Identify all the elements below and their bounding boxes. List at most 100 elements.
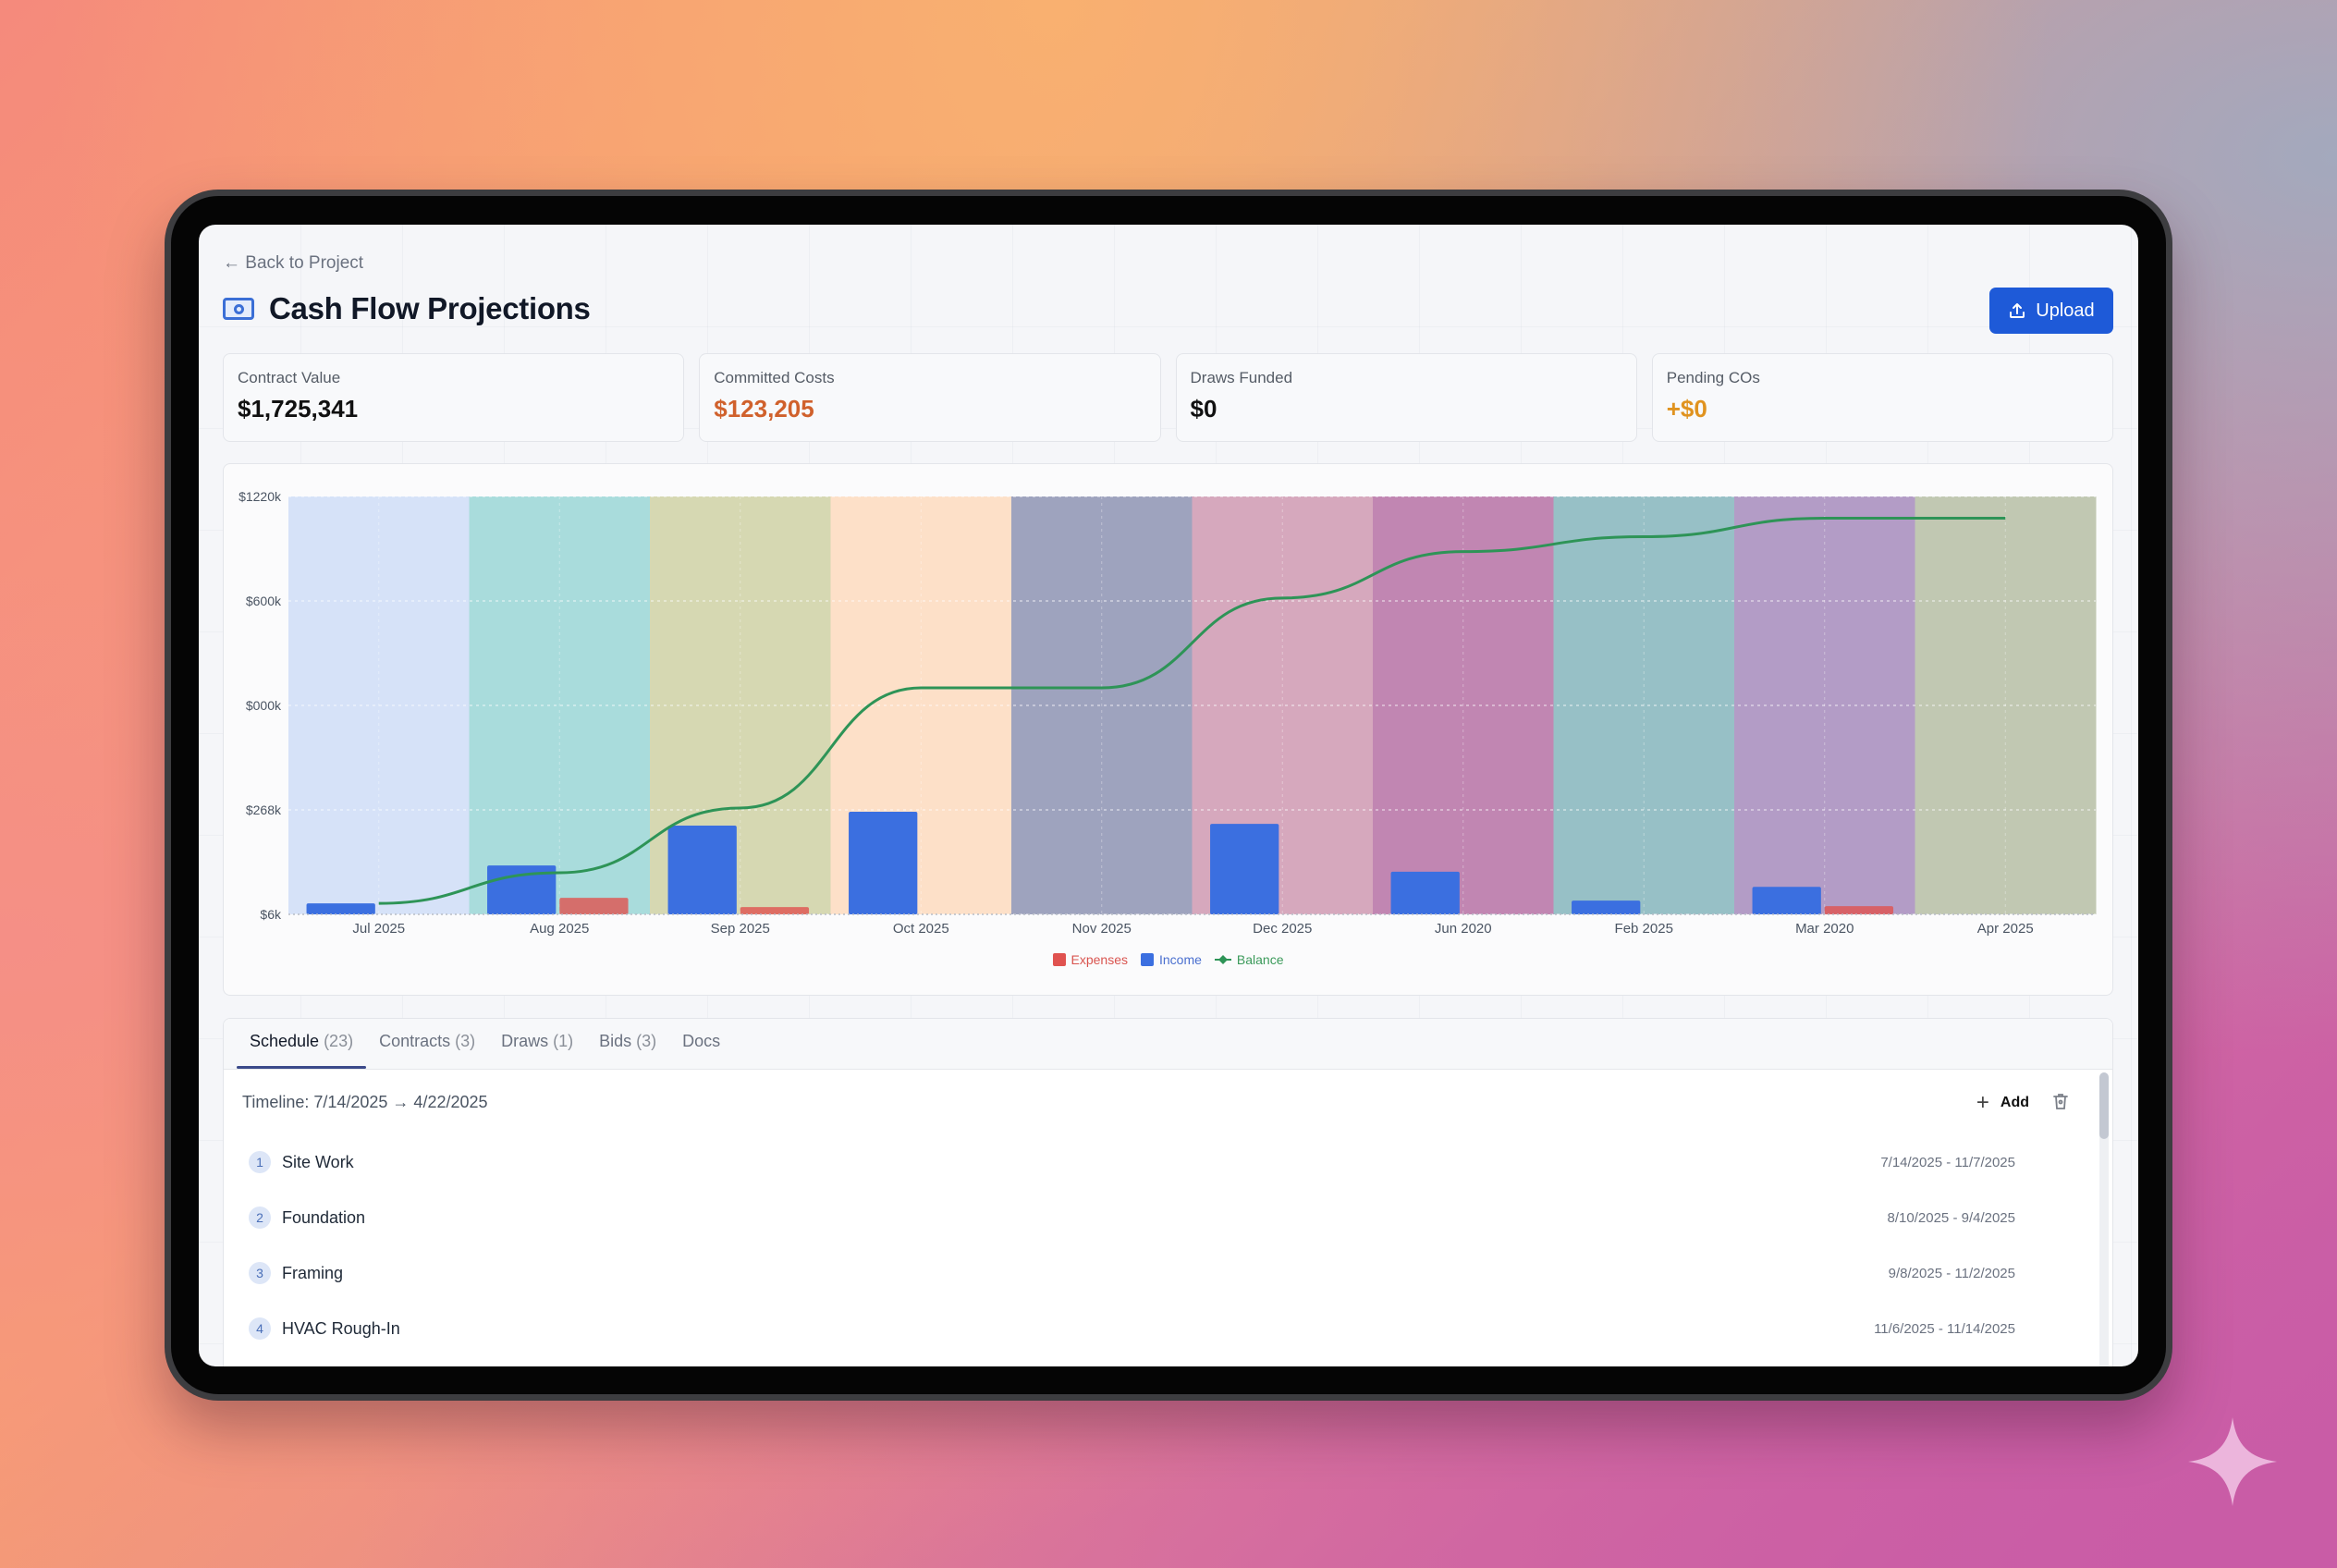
x-tick-label: Dec 2025 — [1253, 921, 1312, 937]
stat-label: Draws Funded — [1190, 369, 1293, 386]
timeline-range: Timeline: 7/14/2025 → 4/22/2025 — [242, 1092, 488, 1111]
schedule-scrollbar[interactable] — [2099, 1072, 2109, 1366]
tab-docs[interactable]: Docs — [669, 1019, 733, 1069]
legend-item-income[interactable]: Income — [1140, 952, 1202, 967]
banknote-icon — [223, 298, 254, 320]
stat-contract-value: Contract Value $1,725,341 — [223, 353, 685, 442]
chart-canvas: $6k $268k $000k $600k $1220k Jul 2025 Aug 2025… — [239, 489, 2097, 937]
add-label: Add — [2000, 1095, 2029, 1110]
schedule-row[interactable]: 3 Framing 9/8/2025 - 11/2/2025 — [224, 1245, 2112, 1301]
legend-label: Expenses — [1071, 952, 1128, 967]
tab-label: Schedule — [250, 1032, 320, 1050]
stat-draws-funded: Draws Funded $0 — [1175, 353, 1637, 442]
income-swatch-icon — [1140, 953, 1154, 966]
trash-icon — [2053, 1094, 2068, 1109]
tab-count: (23) — [319, 1032, 354, 1050]
income-bar[interactable] — [1210, 824, 1279, 914]
income-bar[interactable] — [667, 825, 737, 914]
tab-bids[interactable]: Bids (3) — [586, 1019, 669, 1069]
stat-label: Contract Value — [238, 369, 341, 386]
stat-value: $1,725,341 — [238, 395, 359, 423]
expense-bar[interactable] — [1824, 906, 1894, 914]
stat-pending-cos: Pending COs +$0 — [1651, 353, 2113, 442]
tab-count: (3) — [631, 1032, 657, 1050]
task-name: Foundation — [282, 1207, 366, 1227]
schedule-row[interactable]: 1 Site Work 7/14/2025 - 11/7/2025 — [224, 1134, 2112, 1190]
tab-contracts[interactable]: Contracts (3) — [366, 1019, 488, 1069]
add-task-button[interactable]: + Add — [1976, 1090, 2029, 1116]
row-number-badge: 4 — [249, 1317, 271, 1340]
income-bar[interactable] — [1752, 887, 1821, 914]
back-to-project-link[interactable]: ← Back to Project — [223, 253, 363, 274]
app-screen: ← Back to Project Cash Flow Projections … — [199, 225, 2138, 1366]
y-tick-label: $000k — [246, 698, 282, 713]
legend-label: Income — [1158, 952, 1202, 967]
x-tick-label: Feb 2025 — [1615, 921, 1673, 937]
task-name: Framing — [282, 1263, 344, 1282]
stat-label: Committed Costs — [714, 369, 835, 386]
task-dates: 9/8/2025 - 11/2/2025 — [1888, 1265, 2015, 1281]
tab-bar: Schedule (23) Contracts (3) Draws (1) Bids … — [224, 1019, 2112, 1070]
x-tick-label: Jun 2020 — [1435, 921, 1492, 937]
expense-bar[interactable] — [740, 907, 810, 914]
stat-committed-costs: Committed Costs $123,205 — [699, 353, 1161, 442]
y-tick-label: $6k — [260, 907, 282, 922]
sparkle-icon — [2188, 1417, 2277, 1506]
tab-label: Docs — [682, 1032, 721, 1050]
tab-count: (3) — [450, 1032, 476, 1050]
tab-draws[interactable]: Draws (1) — [488, 1019, 586, 1069]
cash-flow-chart: $6k $268k $000k $600k $1220k Jul 2025 Aug 2025… — [223, 463, 2113, 996]
stat-value: $0 — [1190, 395, 1217, 423]
upload-icon — [2010, 303, 2025, 318]
tab-count: (1) — [548, 1032, 574, 1050]
income-bar[interactable] — [1572, 900, 1641, 914]
upload-label: Upload — [2036, 300, 2095, 321]
x-tick-label: Sep 2025 — [711, 921, 770, 937]
x-tick-label: Jul 2025 — [352, 921, 405, 937]
task-dates: 8/10/2025 - 9/4/2025 — [1887, 1209, 2015, 1226]
timeline-row: Timeline: 7/14/2025 → 4/22/2025 + Add — [224, 1070, 2112, 1134]
y-tick-label: $600k — [246, 594, 282, 608]
plus-icon: + — [1976, 1090, 1989, 1115]
income-bar[interactable] — [306, 903, 375, 914]
stat-value: +$0 — [1666, 395, 1707, 423]
expense-bar[interactable] — [559, 898, 629, 914]
x-tick-label: Nov 2025 — [1072, 921, 1132, 937]
task-dates: 7/14/2025 - 11/7/2025 — [1880, 1154, 2015, 1170]
stat-value: $123,205 — [714, 395, 814, 423]
page-title: Cash Flow Projections — [269, 291, 591, 325]
scrollbar-thumb[interactable] — [2099, 1072, 2109, 1139]
expenses-swatch-icon — [1052, 953, 1066, 966]
tab-label: Bids — [599, 1032, 632, 1050]
task-dates: 11/6/2025 - 11/14/2025 — [1874, 1320, 2015, 1337]
row-number-badge: 3 — [249, 1262, 271, 1284]
balance-line[interactable] — [378, 516, 2006, 905]
delete-button[interactable] — [2052, 1092, 2069, 1115]
task-name: Site Work — [282, 1152, 354, 1171]
task-name: HVAC Rough-In — [282, 1318, 400, 1338]
x-tick-label: Aug 2025 — [530, 921, 589, 937]
income-bar[interactable] — [1390, 871, 1460, 914]
balance-swatch-icon — [1214, 955, 1231, 964]
legend-label: Balance — [1236, 952, 1284, 967]
tab-label: Contracts — [379, 1032, 451, 1050]
row-number-badge: 2 — [249, 1207, 271, 1229]
schedule-row[interactable]: 4 HVAC Rough-In 11/6/2025 - 11/14/2025 — [224, 1301, 2112, 1356]
page-header: Cash Flow Projections — [223, 291, 591, 326]
legend-item-balance[interactable]: Balance — [1214, 952, 1284, 967]
stat-label: Pending COs — [1666, 369, 1760, 386]
legend-item-expenses[interactable]: Expenses — [1052, 952, 1128, 967]
stats-row: Contract Value $1,725,341 Committed Cost… — [223, 353, 2113, 442]
back-link-label: ← Back to Project — [223, 253, 364, 273]
tab-schedule[interactable]: Schedule (23) — [237, 1019, 367, 1069]
x-tick-label: Oct 2025 — [893, 921, 949, 937]
schedule-list: 1 Site Work 7/14/2025 - 11/7/2025 2 Foundati… — [224, 1134, 2112, 1356]
income-bar[interactable] — [849, 812, 918, 914]
x-tick-label: Mar 2020 — [1795, 921, 1854, 937]
x-tick-label: Apr 2025 — [1977, 921, 2034, 937]
chart-legend: Expenses Income Balance — [224, 952, 2112, 967]
upload-button[interactable]: Upload — [1989, 288, 2113, 334]
schedule-row[interactable]: 2 Foundation 8/10/2025 - 9/4/2025 — [224, 1190, 2112, 1245]
row-number-badge: 1 — [249, 1151, 271, 1173]
tab-label: Draws — [501, 1032, 549, 1050]
